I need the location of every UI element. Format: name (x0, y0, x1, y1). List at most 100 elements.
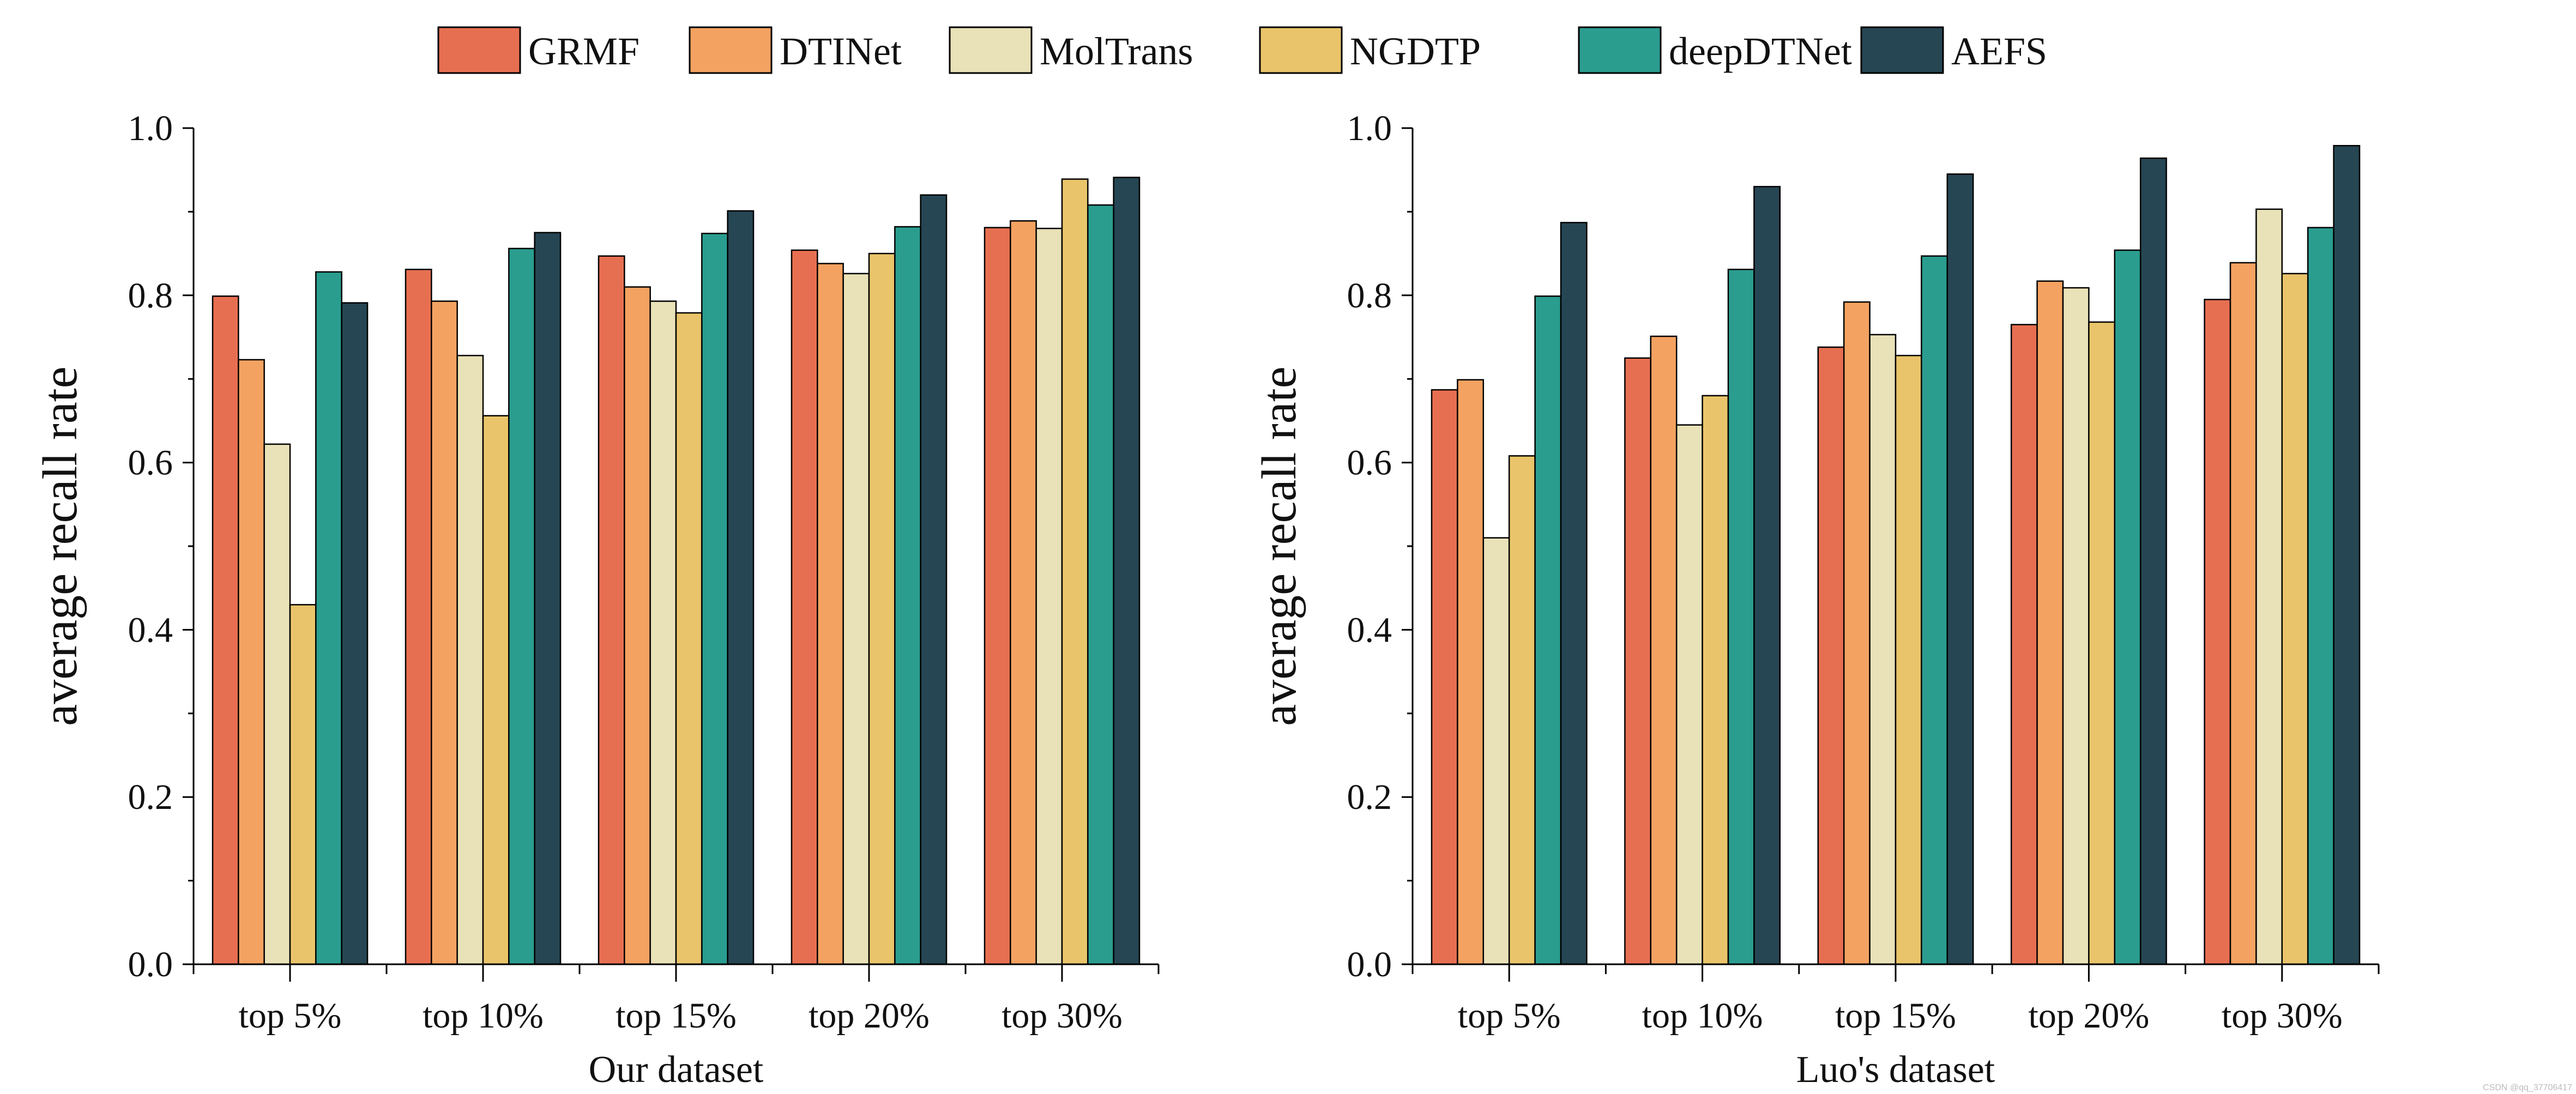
bar-moltrans-4 (1035, 227, 1063, 965)
bar-dtinet-1 (431, 300, 458, 965)
legend-swatch-grmf (437, 26, 521, 74)
legend-label: DTINet (780, 29, 902, 73)
bar-deepdtnet-1 (508, 247, 535, 965)
legend: GRMF DTINet MolTrans NGDTP deepDTNet AEFS (437, 26, 2047, 74)
bar-ngdtp-4 (1061, 178, 1089, 965)
x-axis-title: Luo's dataset (1796, 1049, 1995, 1091)
legend-label: AEFS (1951, 29, 2047, 73)
bar-deepdtnet-3 (894, 226, 921, 965)
legend-label: MolTrans (1040, 29, 1193, 73)
x-tick-label: top 10% (1642, 996, 1763, 1036)
y-axis-title: average recall rate (33, 366, 87, 726)
y-tick-label: 0.0 (1347, 945, 1392, 984)
x-tick-label: top 15% (1835, 996, 1956, 1036)
bar-grmf-0 (212, 295, 239, 965)
chart-luos-dataset: 0.0 0.2 0.4 0.6 0.8 1.0 top 5% top 10% top 15% to… (1252, 108, 2380, 1091)
bar-deepdtnet-4 (2307, 227, 2334, 965)
bar-ngdtp-1 (482, 415, 510, 965)
bar-dtinet-4 (1010, 220, 1037, 965)
bar-deepdtnet-0 (1534, 295, 1562, 965)
bar-ngdtp-2 (675, 312, 703, 965)
bar-moltrans-1 (456, 354, 484, 965)
legend-swatch-aefs (1860, 26, 1944, 74)
bar-moltrans-2 (1869, 334, 1897, 965)
y-tick-label: 0.4 (1347, 610, 1392, 650)
bar-aefs-2 (1946, 173, 1974, 965)
bar-dtinet-2 (1843, 301, 1871, 965)
y-axis-title: average recall rate (1252, 366, 1306, 726)
bar-aefs-4 (1113, 177, 1141, 965)
bar-aefs-3 (920, 194, 948, 965)
bar-aefs-3 (2139, 157, 2167, 965)
y-tick-label: 0.0 (128, 945, 173, 984)
bar-grmf-4 (984, 227, 1011, 965)
legend-swatch-ngdtp (1259, 26, 1343, 74)
bar-ngdtp-0 (289, 604, 317, 965)
legend-label: deepDTNet (1669, 29, 1852, 73)
bar-moltrans-0 (1482, 537, 1510, 965)
y-tick-label: 0.4 (128, 610, 173, 650)
bar-grmf-0 (1431, 389, 1458, 965)
bar-deepdtnet-1 (1727, 268, 1755, 965)
bar-aefs-0 (1560, 222, 1588, 965)
bar-dtinet-1 (1650, 335, 1678, 965)
x-tick-label: top 5% (239, 996, 342, 1036)
bar-ngdtp-3 (868, 252, 896, 965)
y-tick-label: 0.8 (128, 276, 173, 316)
x-tick-label: top 10% (423, 996, 544, 1036)
bar-ngdtp-4 (2281, 273, 2309, 965)
x-axis-title: Our dataset (589, 1049, 764, 1091)
bar-grmf-1 (405, 268, 432, 965)
bar-grmf-4 (2204, 299, 2231, 965)
bar-moltrans-1 (1675, 424, 1703, 965)
x-tick-label: top 30% (1002, 996, 1123, 1036)
bar-moltrans-0 (263, 443, 291, 965)
x-tick-label: top 30% (2222, 996, 2343, 1036)
bar-moltrans-2 (649, 300, 677, 965)
bar-ngdtp-1 (1702, 395, 1729, 965)
bar-dtinet-2 (624, 286, 651, 965)
bar-ngdtp-2 (1895, 354, 1922, 965)
bar-dtinet-0 (238, 359, 265, 965)
bar-deepdtnet-0 (315, 271, 342, 965)
watermark: CSDN @qq_37706417 (2483, 1083, 2572, 1092)
bar-ngdtp-0 (1508, 455, 1536, 965)
x-tick-label: top 20% (2028, 996, 2149, 1036)
bar-aefs-1 (534, 232, 562, 965)
bar-grmf-3 (2010, 324, 2038, 965)
bar-aefs-0 (341, 302, 369, 965)
bar-deepdtnet-4 (1087, 204, 1114, 965)
bar-deepdtnet-3 (2114, 249, 2141, 965)
bar-moltrans-3 (842, 273, 870, 965)
bar-grmf-2 (598, 255, 625, 965)
bar-ngdtp-3 (2088, 321, 2116, 965)
bar-dtinet-0 (1457, 379, 1485, 965)
bar-aefs-2 (727, 210, 755, 965)
bar-deepdtnet-2 (1921, 255, 1948, 965)
bar-grmf-1 (1624, 357, 1652, 965)
y-tick-label: 1.0 (128, 108, 173, 148)
x-tick-label: top 15% (616, 996, 737, 1036)
bar-deepdtnet-2 (701, 233, 728, 965)
x-tick-label: top 5% (1458, 996, 1561, 1036)
legend-swatch-moltrans (949, 26, 1033, 74)
legend-label: NGDTP (1350, 29, 1481, 73)
bar-grmf-2 (1817, 346, 1845, 965)
bar-dtinet-4 (2229, 262, 2257, 965)
bar-aefs-1 (1753, 186, 1781, 965)
y-tick-label: 0.2 (1347, 777, 1392, 817)
bar-aefs-4 (2333, 144, 2361, 965)
bar-grmf-3 (791, 249, 818, 965)
y-tick-label: 0.8 (1347, 276, 1392, 316)
legend-swatch-deepdtnet (1578, 26, 1662, 74)
legend-swatch-dtinet (689, 26, 773, 74)
bar-moltrans-4 (2255, 208, 2283, 965)
y-tick-label: 0.2 (128, 777, 173, 817)
y-tick-label: 1.0 (1347, 108, 1392, 148)
bar-dtinet-3 (817, 263, 844, 965)
y-tick-label: 0.6 (1347, 443, 1392, 483)
y-tick-label: 0.6 (128, 443, 173, 483)
bar-moltrans-3 (2062, 287, 2090, 965)
x-tick-label: top 20% (809, 996, 930, 1036)
